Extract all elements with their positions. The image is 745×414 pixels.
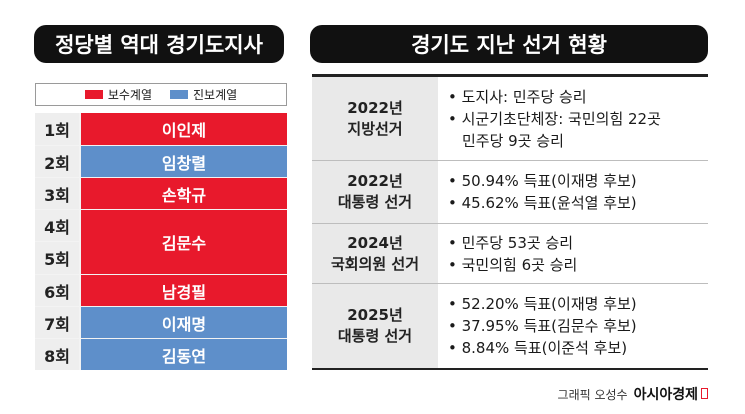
table-top-rule: [312, 74, 708, 77]
credit-prefix: 그래픽 오성수: [557, 388, 628, 402]
brand-mark-icon: [701, 388, 708, 399]
term-cell: 4회: [35, 210, 79, 241]
legend-item-progressive: 진보계열: [170, 86, 237, 103]
legend-swatch: [170, 90, 188, 99]
governor-name-conservative: 남경필: [81, 275, 287, 306]
election-table: 2022년 지방선거 • 도지사: 민주당 승리 • 시군기초단체장: 국민의힘…: [312, 74, 708, 370]
result-line: • 45.62% 득표(윤석열 후보): [448, 194, 637, 212]
election-year: 2022년: [347, 98, 403, 117]
election-label: 2024년 국회의원 선거: [312, 224, 438, 283]
row-divider: [312, 160, 708, 161]
election-type: 대통령 선거: [337, 327, 413, 345]
election-year: 2024년: [347, 233, 403, 252]
election-year: 2022년: [347, 172, 403, 190]
election-type: 지방선거: [347, 119, 403, 138]
term-cell: 6회: [35, 275, 79, 306]
result-line: • 52.20% 득표(이재명 후보): [448, 295, 637, 313]
term-cell: 8회: [35, 339, 79, 370]
election-label: 2022년 대통령 선거: [312, 161, 438, 223]
governor-table: 1회 2회 3회 4회 5회 6회 7회 8회 이인제 임창렬 손학규 김문수 …: [35, 113, 287, 370]
election-label: 2025년 대통령 선거: [312, 284, 438, 368]
election-row: 2025년 대통령 선거 • 52.20% 득표(이재명 후보) • 37.95…: [312, 284, 708, 368]
election-results: • 도지사: 민주당 승리 • 시군기초단체장: 국민의힘 22곳 민주당 9곳…: [448, 77, 708, 160]
election-type: 국회의원 선거: [330, 254, 420, 273]
right-section-title: 경기도 지난 선거 현황: [310, 25, 708, 63]
result-line: 민주당 9곳 승리: [462, 131, 564, 150]
graphic-credit: 그래픽 오성수 아시아경제: [558, 384, 708, 404]
governor-name-progressive: 김동연: [81, 339, 287, 370]
governor-name-progressive: 임창렬: [81, 146, 287, 177]
term-cell: 5회: [35, 242, 79, 274]
governor-name-progressive: 이재명: [81, 307, 287, 338]
result-line: • 시군기초단체장: 국민의힘 22곳: [448, 109, 661, 128]
table-bottom-rule: [312, 368, 708, 370]
governor-name-conservative: 이인제: [81, 113, 287, 145]
election-label: 2022년 지방선거: [312, 77, 438, 160]
result-line: • 50.94% 득표(이재명 후보): [448, 172, 637, 190]
result-line: • 도지사: 민주당 승리: [448, 87, 587, 106]
left-section-title: 정당별 역대 경기도지사: [34, 25, 284, 63]
brand-name: 아시아경제: [633, 387, 698, 403]
row-divider: [312, 223, 708, 224]
governor-name-conservative: 김문수: [81, 210, 287, 274]
election-results: • 민주당 53곳 승리 • 국민의힘 6곳 승리: [448, 224, 708, 283]
legend-swatch: [84, 90, 103, 99]
row-divider: [312, 283, 708, 284]
election-year: 2025년: [347, 306, 403, 324]
election-results: • 50.94% 득표(이재명 후보) • 45.62% 득표(윤석열 후보): [448, 161, 708, 223]
result-line: • 37.95% 득표(김문수 후보): [448, 317, 637, 335]
result-line: • 민주당 53곳 승리: [448, 233, 574, 252]
election-row: 2022년 지방선거 • 도지사: 민주당 승리 • 시군기초단체장: 국민의힘…: [312, 77, 708, 160]
term-cell: 3회: [35, 178, 79, 209]
term-cell: 7회: [35, 307, 79, 338]
term-cell: 1회: [35, 113, 79, 145]
legend-label: 보수계열: [107, 88, 152, 102]
election-row: 2022년 대통령 선거 • 50.94% 득표(이재명 후보) • 45.62…: [312, 161, 708, 223]
term-cell: 2회: [35, 146, 79, 177]
result-line: • 8.84% 득표(이준석 후보): [448, 339, 628, 357]
result-line: • 국민의힘 6곳 승리: [448, 255, 578, 274]
election-results: • 52.20% 득표(이재명 후보) • 37.95% 득표(김문수 후보) …: [448, 284, 708, 368]
election-row: 2024년 국회의원 선거 • 민주당 53곳 승리 • 국민의힘 6곳 승리: [312, 224, 708, 283]
governor-name-conservative: 손학규: [81, 178, 287, 209]
election-type: 대통령 선거: [337, 193, 413, 211]
legend: 보수계열 진보계열: [35, 83, 287, 106]
legend-label: 진보계열: [193, 88, 238, 102]
legend-item-conservative: 보수계열: [84, 86, 152, 103]
